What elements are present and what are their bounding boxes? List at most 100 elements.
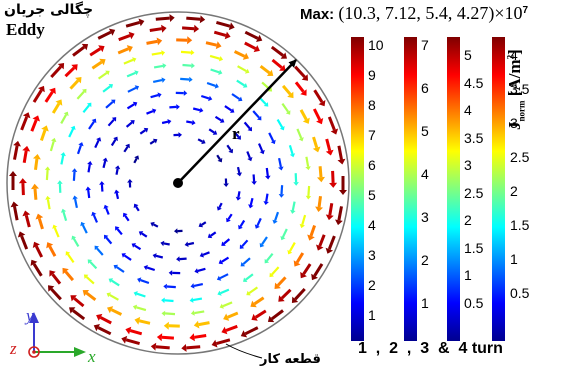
current-vector-head xyxy=(251,181,257,185)
current-vector-head xyxy=(201,139,206,145)
current-vector xyxy=(24,215,31,228)
current-vector-head xyxy=(130,120,135,125)
current-vector xyxy=(45,169,49,181)
current-vector-head xyxy=(161,77,166,83)
current-vector-head xyxy=(330,128,339,135)
current-vector xyxy=(276,276,287,287)
current-vector xyxy=(210,68,220,74)
current-vector-head xyxy=(49,87,56,95)
current-vector-head xyxy=(216,206,222,211)
current-vector xyxy=(50,65,62,79)
current-vector xyxy=(34,245,44,258)
current-vector xyxy=(155,254,164,259)
current-vector-head xyxy=(62,267,69,275)
current-vector-head xyxy=(251,313,258,321)
colorbar-1-tick: 3 xyxy=(368,247,376,263)
current-vector-head xyxy=(312,146,321,153)
current-vector-head xyxy=(259,149,265,155)
current-vector-head xyxy=(339,190,347,195)
current-vector xyxy=(231,93,241,100)
current-vector-head xyxy=(132,304,138,310)
current-vector-head xyxy=(131,243,137,248)
current-vector xyxy=(274,211,280,221)
current-vector xyxy=(313,89,324,103)
current-vector xyxy=(105,236,113,245)
current-vector xyxy=(254,309,267,319)
current-vector-head xyxy=(302,117,310,124)
current-vector-head xyxy=(263,102,269,107)
axis-z-label: z xyxy=(10,339,17,358)
current-vector xyxy=(312,108,322,121)
current-vector-head xyxy=(48,285,55,292)
current-vector xyxy=(309,225,317,237)
current-vector xyxy=(317,196,322,208)
current-vector xyxy=(179,257,187,261)
current-vector-head xyxy=(299,223,305,229)
current-vector-head xyxy=(70,125,76,130)
current-vector xyxy=(72,45,86,57)
current-vector xyxy=(60,114,68,124)
colorbar-1-tick: 2 xyxy=(368,277,376,293)
current-vector xyxy=(123,146,129,153)
current-vector-head xyxy=(22,112,31,119)
current-vector xyxy=(97,30,112,40)
current-vector xyxy=(301,214,307,226)
current-vector-head xyxy=(157,92,162,98)
colorbar-4-tick: 1 xyxy=(510,251,518,267)
current-vector xyxy=(87,164,91,173)
current-vector xyxy=(69,79,80,90)
current-vector-head xyxy=(325,149,334,156)
current-vector-head xyxy=(162,63,167,69)
current-vector xyxy=(89,47,102,57)
current-vector-head xyxy=(237,96,243,102)
current-vector xyxy=(278,157,282,168)
current-vector-head xyxy=(10,201,19,208)
current-vector xyxy=(85,291,97,301)
current-vector xyxy=(325,138,332,151)
current-vector xyxy=(281,84,292,96)
current-vector-head xyxy=(221,326,228,335)
current-vector xyxy=(271,58,283,69)
current-vector-head xyxy=(174,228,178,234)
current-vector-head xyxy=(30,259,38,266)
current-vector-head xyxy=(236,135,241,140)
current-vector-head xyxy=(94,245,99,251)
current-vector-head xyxy=(189,297,194,303)
current-vector xyxy=(296,128,303,139)
current-vector xyxy=(201,221,207,226)
current-vector xyxy=(73,297,85,308)
current-vector xyxy=(270,45,284,57)
current-vector xyxy=(257,143,264,152)
current-vector xyxy=(270,309,284,321)
current-vector xyxy=(237,65,247,73)
colorbar-3-tick: 1 xyxy=(464,267,472,283)
current-vector-head xyxy=(285,110,291,115)
current-vector xyxy=(150,94,159,99)
current-vector-head xyxy=(253,45,260,53)
unit-exponent: 2 xyxy=(505,54,516,60)
colorbar-unit-label: Jnorm [A/m2] xyxy=(505,49,526,130)
current-vector xyxy=(60,155,65,165)
current-vector xyxy=(337,206,343,221)
current-vector-head xyxy=(189,76,193,83)
current-vector-head xyxy=(81,43,89,51)
unit-close: ] xyxy=(505,49,524,55)
current-vector xyxy=(194,334,207,339)
current-vector xyxy=(318,166,323,178)
current-vector xyxy=(328,203,334,216)
current-vector-head xyxy=(181,344,187,352)
current-vector xyxy=(62,211,68,222)
current-vector-head xyxy=(150,221,155,227)
current-vector-head xyxy=(106,292,112,298)
colorbar-4-tick: 0.5 xyxy=(510,285,530,301)
current-vector xyxy=(215,20,231,28)
colorbar-1-tick: 8 xyxy=(368,97,376,113)
current-vector-head xyxy=(114,189,120,194)
current-vector-head xyxy=(87,161,93,165)
eddy-label: Eddy xyxy=(6,20,45,39)
current-vector xyxy=(96,247,104,256)
current-vector-head xyxy=(126,45,133,53)
current-vector xyxy=(244,30,259,40)
current-vector-head xyxy=(52,224,58,229)
current-vector-head xyxy=(290,209,296,214)
